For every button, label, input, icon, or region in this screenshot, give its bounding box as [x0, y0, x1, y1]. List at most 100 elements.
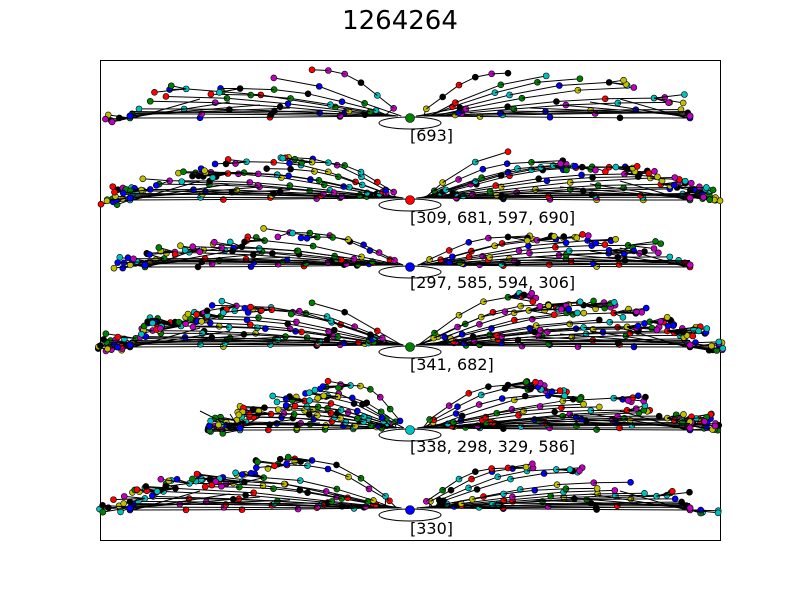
- tree-edge: [246, 161, 274, 163]
- tree-node: [208, 302, 216, 309]
- tree-edge: [298, 253, 337, 259]
- tree-edge: [295, 405, 319, 408]
- tree-edge: [229, 326, 266, 330]
- tree-node: [565, 306, 573, 313]
- tree-edge: [362, 184, 387, 194]
- trees-group: [94, 66, 727, 522]
- tree-node: [104, 345, 111, 353]
- tree-edge: [163, 490, 246, 496]
- tree-node: [177, 242, 184, 250]
- tree-node: [529, 298, 537, 305]
- tree-edge: [296, 321, 335, 331]
- tree-edge: [360, 82, 378, 96]
- tree-edge: [613, 307, 647, 314]
- tree-edge: [219, 325, 258, 329]
- tree-edge: [202, 332, 244, 335]
- tree-edge: [528, 309, 555, 316]
- tree-edge: [546, 177, 593, 182]
- tree-edge: [503, 198, 551, 200]
- tree-edge: [257, 184, 334, 194]
- tree-edge: [226, 97, 289, 105]
- tree-node: [653, 326, 661, 334]
- tree-edge: [372, 338, 400, 346]
- tree-edge: [262, 251, 300, 255]
- tree-node: [206, 423, 213, 430]
- tree-edge: [262, 485, 300, 491]
- tree-edge: [317, 414, 341, 419]
- tree-edge: [201, 113, 272, 116]
- tree-edge: [289, 185, 330, 191]
- tree-edge: [129, 327, 201, 349]
- tree-node: [211, 238, 218, 246]
- tree-edge: [495, 178, 539, 187]
- tree-node: [709, 186, 717, 194]
- tree-node: [562, 239, 570, 247]
- tree-node: [686, 261, 694, 269]
- tree-edge: [458, 168, 484, 180]
- tree-edge: [489, 252, 530, 258]
- tree-node: [679, 328, 687, 336]
- tree-edge: [528, 239, 588, 247]
- tree-edge: [427, 422, 487, 429]
- tree-edge: [102, 504, 131, 508]
- tree-edge: [377, 95, 394, 109]
- tree-edge: [583, 326, 628, 328]
- tree-edge: [569, 249, 610, 252]
- tree-edge: [598, 183, 661, 186]
- tree-edge: [529, 250, 570, 254]
- tree-node: [405, 113, 415, 123]
- tree-node: [207, 90, 215, 98]
- tree-edge: [273, 488, 308, 494]
- tree-edge: [521, 89, 578, 99]
- tree-edge: [334, 329, 373, 340]
- tree-node: [654, 173, 661, 181]
- tree-edge: [589, 330, 691, 347]
- tree-node: [247, 303, 254, 311]
- tree-node: [522, 378, 530, 386]
- tree-edge: [361, 176, 386, 191]
- tree-edge: [550, 493, 598, 497]
- tree-edge: [258, 316, 297, 323]
- tree-edge: [263, 227, 290, 234]
- tree-edge: [291, 313, 331, 322]
- tree-edge: [507, 101, 557, 108]
- tree-edge: [474, 335, 539, 342]
- tree-edge: [465, 344, 523, 347]
- tree-edge: [485, 410, 524, 418]
- tree-edge: [457, 394, 482, 408]
- tree-node: [151, 88, 158, 96]
- tree-edge: [452, 92, 496, 108]
- tree-edge: [154, 88, 187, 93]
- tree-node: [198, 476, 205, 483]
- tree-edge: [432, 413, 457, 424]
- tree-node: [284, 453, 292, 461]
- tree-edge: [462, 399, 515, 417]
- tree-edge: [489, 413, 570, 423]
- figure-title: 1264264: [342, 6, 458, 36]
- tree-node: [135, 105, 143, 113]
- tree-edge: [548, 301, 581, 305]
- tree-node: [220, 309, 227, 316]
- tree-edge: [433, 406, 458, 421]
- tree-edge: [548, 505, 618, 507]
- tree-edge: [605, 97, 655, 100]
- tree-edge: [312, 158, 338, 166]
- tree-edge: [476, 175, 510, 185]
- tree-node: [576, 467, 583, 475]
- tree-edge: [488, 254, 567, 262]
- tree-node: [162, 93, 170, 100]
- tree-node: [590, 297, 597, 305]
- tree-edge: [331, 321, 372, 337]
- tree-node: [133, 486, 141, 493]
- tree-edge: [430, 489, 452, 502]
- tree-node: [149, 492, 156, 500]
- tree-edge: [619, 98, 691, 120]
- tree-node: [706, 196, 714, 204]
- tree-edge: [318, 179, 350, 188]
- tree-node: [680, 411, 687, 418]
- tree-edge: [129, 101, 231, 118]
- tree-node: [273, 398, 281, 406]
- tree-node: [556, 387, 564, 394]
- tree-edge: [548, 342, 619, 345]
- tree-edge: [311, 302, 345, 313]
